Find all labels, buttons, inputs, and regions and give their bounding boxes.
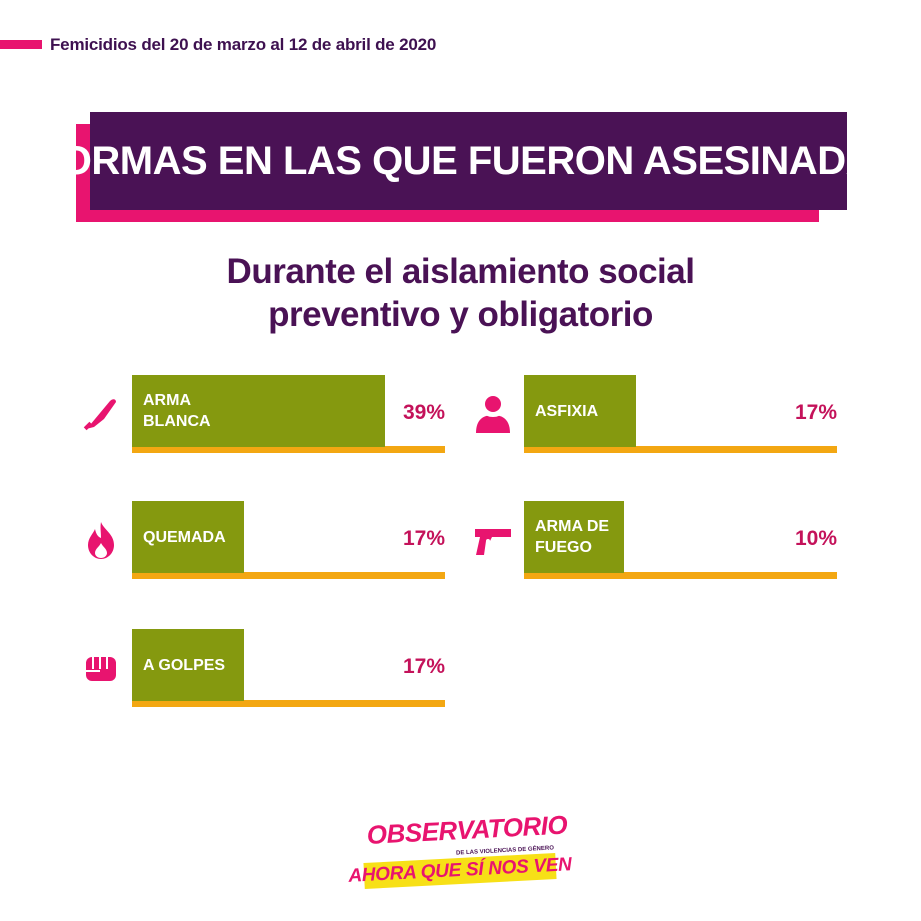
gun-icon: [472, 519, 514, 561]
bar-row: ARMA BLANCA 39%: [80, 375, 450, 455]
bar-label: ARMA DE FUEGO: [535, 518, 610, 556]
bar: ARMA BLANCA: [132, 375, 385, 447]
data-label: 39%: [402, 401, 445, 424]
bar-row: ARMA DE FUEGO 10%: [472, 501, 842, 581]
bar-label: ARMA BLANCA: [143, 392, 211, 430]
bar-label: QUEMADA: [143, 528, 226, 546]
subtitle-line-1: Durante el aislamiento social: [226, 252, 695, 291]
chart-subtitle: Durante el aislamiento social preventivo…: [160, 250, 761, 336]
bar-row: ASFIXIA 17%: [472, 375, 842, 455]
chart-title: FORMAS EN LAS QUE FUERON ASESINADAS: [36, 138, 901, 183]
bar-track: [524, 572, 837, 579]
bar: QUEMADA: [132, 501, 244, 573]
subtitle-line-2: preventivo y obligatorio: [268, 295, 653, 334]
header-accent-strip: [0, 40, 42, 49]
logo-title: OBSERVATORIO: [366, 809, 568, 850]
bar-track: [132, 572, 445, 579]
data-label: 17%: [402, 655, 445, 678]
knife-icon: [80, 393, 122, 435]
bar-label: A GOLPES: [143, 656, 226, 674]
logo-banner-text: AHORA QUE SÍ NOS VEN: [347, 854, 573, 887]
bar-row: A GOLPES 17%: [80, 629, 450, 709]
bar-label: ASFIXIA: [535, 402, 599, 420]
asphyxia-icon: [472, 393, 514, 435]
fist-icon: [80, 647, 122, 689]
bar-track: [524, 446, 837, 453]
data-label: 17%: [402, 527, 445, 550]
bar: A GOLPES: [132, 629, 244, 701]
data-label: 10%: [794, 527, 837, 550]
header-label: Femicidios del 20 de marzo al 12 de abri…: [50, 35, 437, 54]
bar: ASFIXIA: [524, 375, 636, 447]
fire-icon: [80, 519, 122, 561]
bar-track: [132, 446, 445, 453]
bar-track: [132, 700, 445, 707]
bar-row: QUEMADA 17%: [80, 501, 450, 581]
bar: ARMA DE FUEGO: [524, 501, 624, 573]
logo-banner: AHORA QUE SÍ NOS VEN: [348, 852, 572, 890]
data-label: 17%: [794, 401, 837, 424]
observatorio-logo: OBSERVATORIO DE LAS VIOLENCIAS DE GÉNERO…: [348, 810, 572, 890]
title-box: FORMAS EN LAS QUE FUERON ASESINADAS: [37, 112, 901, 210]
